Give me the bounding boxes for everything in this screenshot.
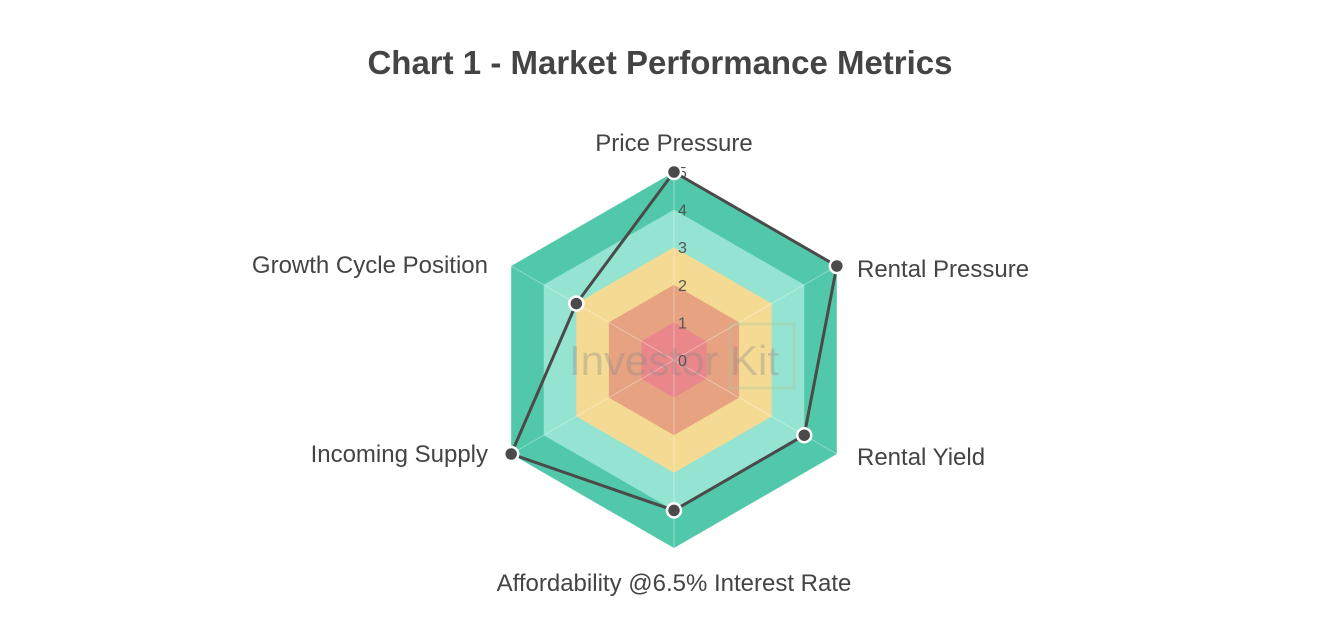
tick-labels: 0 1 2 3 4 5 <box>678 165 687 370</box>
data-point-0[interactable] <box>665 163 683 181</box>
axis-label-1: Rental Pressure <box>857 256 1029 283</box>
spoke <box>673 265 838 361</box>
band-0-1 <box>641 322 707 398</box>
data-point-2[interactable] <box>796 426 813 444</box>
chart-title: Chart 1 - Market Performance Metrics <box>367 44 953 81</box>
series-points <box>502 163 846 519</box>
tick-label-5: 5 <box>678 165 687 182</box>
tick-label-0: 0 <box>678 353 687 370</box>
tick-label-3: 3 <box>678 240 687 257</box>
tick-label-2: 2 <box>678 278 687 295</box>
data-point-1[interactable] <box>828 257 846 275</box>
axis-label-3: Affordability @6.5% Interest Rate <box>497 570 852 597</box>
data-point-3[interactable] <box>665 502 683 519</box>
axis-labels: Price Pressure Rental Pressure Rental Yiel… <box>252 130 1029 597</box>
tick-label-1: 1 <box>678 315 687 332</box>
axis-label-5: Growth Cycle Position <box>252 252 488 279</box>
spoke <box>510 359 675 455</box>
axis-label-2: Rental Yield <box>857 444 985 471</box>
tick-label-4: 4 <box>678 203 687 220</box>
score-bands <box>510 172 838 548</box>
axis-label-0: Price Pressure <box>595 130 752 157</box>
watermark-text: Investor Kit <box>569 337 779 384</box>
data-point-5[interactable] <box>568 295 585 312</box>
data-point-4[interactable] <box>502 445 520 463</box>
axis-label-4: Incoming Supply <box>311 441 488 468</box>
spoke <box>510 265 675 361</box>
watermark: Investor Kit <box>569 322 796 390</box>
